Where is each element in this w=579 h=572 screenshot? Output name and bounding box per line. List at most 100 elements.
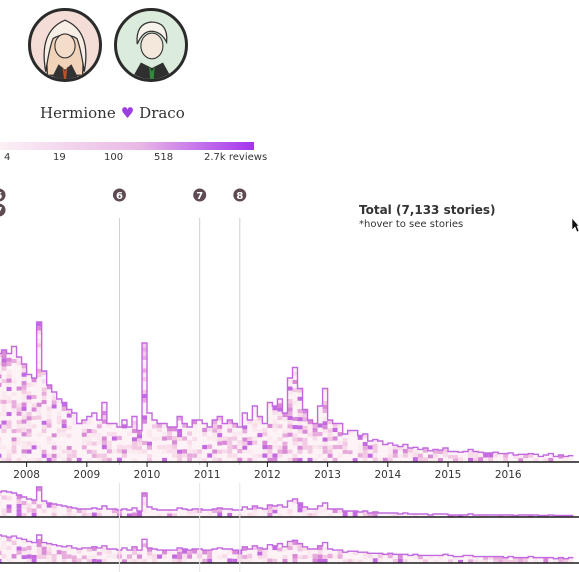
- story-cell: [0, 512, 2, 517]
- story-cell: [91, 429, 97, 434]
- story-cell: [237, 457, 243, 463]
- story-cell: [91, 433, 97, 438]
- story-cell: [41, 513, 47, 517]
- story-cell: [1, 437, 7, 442]
- draco-avatar[interactable]: [114, 8, 188, 82]
- story-cell: [227, 449, 233, 454]
- story-cell: [252, 554, 258, 559]
- story-cell: [297, 547, 303, 552]
- story-cell: [282, 550, 288, 555]
- story-cell: [0, 441, 2, 446]
- story-cell: [76, 436, 82, 441]
- story-cell: [6, 353, 12, 358]
- story-cell: [0, 449, 2, 454]
- story-cell: [142, 419, 148, 424]
- story-cell: [312, 457, 318, 462]
- story-cell: [432, 449, 438, 454]
- story-cell: [152, 445, 158, 450]
- story-cell: [142, 394, 148, 399]
- story-cell: [192, 549, 198, 554]
- story-cell: [111, 513, 117, 517]
- book-marker-label: 6: [116, 191, 123, 202]
- story-cell: [101, 440, 107, 445]
- story-cell: [202, 432, 208, 437]
- story-cell: [402, 554, 408, 559]
- story-cell: [116, 427, 122, 432]
- story-cell: [106, 558, 112, 563]
- story-cell: [101, 453, 107, 458]
- story-cell: [342, 559, 348, 563]
- story-cell: [297, 413, 303, 418]
- story-cell: [157, 558, 163, 563]
- story-cell: [222, 427, 228, 433]
- story-cell: [272, 410, 278, 415]
- story-cell: [167, 558, 173, 563]
- story-cell: [56, 415, 62, 420]
- story-cell: [453, 455, 459, 459]
- story-cell: [46, 389, 52, 394]
- story-cell: [197, 441, 203, 446]
- story-cell: [227, 445, 233, 450]
- story-cell: [36, 372, 42, 378]
- story-cell: [352, 559, 358, 563]
- story-cell: [257, 441, 263, 446]
- story-cell: [237, 431, 243, 436]
- story-cell: [116, 453, 122, 458]
- story-cell: [543, 557, 549, 563]
- story-cell: [498, 515, 504, 517]
- story-cell: [36, 539, 42, 543]
- story-cell: [187, 558, 193, 563]
- story-cell: [192, 428, 198, 433]
- story-cell: [272, 558, 278, 563]
- hermione-avatar[interactable]: [28, 8, 102, 82]
- story-cell: [427, 450, 433, 455]
- story-cell: [207, 448, 213, 454]
- story-cell: [142, 505, 148, 509]
- stories-heatmap-chart[interactable]: 5767820082009201020112012201320142015201…: [0, 185, 579, 572]
- story-cell: [322, 421, 328, 426]
- story-cell: [26, 382, 32, 387]
- story-cell: [101, 558, 107, 563]
- story-cell: [332, 449, 338, 454]
- story-cell: [342, 555, 348, 560]
- story-cell: [372, 448, 378, 454]
- story-cell: [377, 453, 383, 458]
- story-cell: [257, 428, 263, 434]
- monthly-total-outline-total: [0, 321, 574, 458]
- story-cell: [287, 403, 293, 408]
- story-cell: [0, 378, 2, 383]
- story-cell: [167, 513, 173, 517]
- story-cell: [267, 440, 273, 445]
- story-cell: [498, 457, 504, 462]
- story-cell: [453, 559, 459, 563]
- story-cell: [61, 411, 67, 416]
- story-cell: [312, 558, 318, 563]
- story-cell: [307, 420, 313, 425]
- story-cell: [36, 351, 42, 356]
- story-cell: [111, 436, 117, 441]
- story-cell: [212, 553, 218, 559]
- story-cell: [458, 559, 464, 563]
- story-cell: [347, 450, 353, 455]
- story-cell: [36, 334, 42, 339]
- story-cell: [21, 419, 27, 424]
- story-cell: [257, 559, 263, 563]
- story-cell: [36, 491, 42, 496]
- story-cell: [142, 347, 148, 352]
- story-cell: [81, 436, 87, 441]
- story-cell: [292, 544, 298, 550]
- story-cell: [292, 441, 298, 446]
- story-cell: [222, 558, 228, 563]
- story-cell: [16, 390, 22, 395]
- story-cell: [61, 554, 67, 559]
- story-cell: [508, 452, 514, 458]
- story-cell: [192, 453, 198, 458]
- story-cell: [136, 446, 142, 451]
- story-cell: [282, 449, 288, 454]
- story-cell: [528, 556, 534, 560]
- story-cell: [367, 513, 373, 517]
- story-cell: [0, 547, 2, 551]
- story-cell: [448, 451, 454, 455]
- story-cell: [26, 420, 32, 425]
- story-cell: [56, 457, 62, 462]
